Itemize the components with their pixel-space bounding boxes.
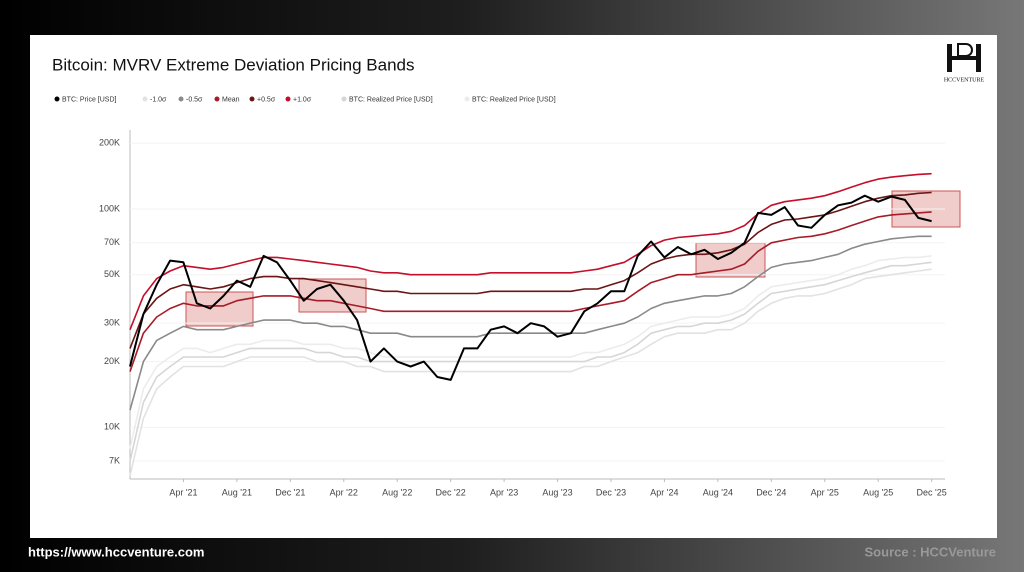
x-tick-label: Aug '21 bbox=[222, 487, 252, 497]
series-line bbox=[129, 211, 932, 372]
legend-label: +1.0σ bbox=[293, 96, 312, 103]
highlight-box bbox=[695, 242, 766, 278]
x-tick-label: Aug '22 bbox=[382, 487, 412, 497]
legend-swatch bbox=[464, 96, 470, 102]
logo-mark bbox=[947, 56, 981, 60]
logo-text: HCCVENTURE bbox=[944, 77, 985, 83]
series-line bbox=[129, 261, 932, 462]
x-tick-label: Dec '21 bbox=[275, 487, 305, 497]
legend-item: +1.0σ bbox=[285, 96, 312, 103]
footer-url: https://www.hccventure.com bbox=[28, 544, 205, 559]
legend-swatch bbox=[178, 96, 184, 102]
legend-item: -1.0σ bbox=[142, 96, 167, 103]
series-line bbox=[129, 194, 932, 381]
legend-label: -0.5σ bbox=[186, 96, 203, 103]
y-tick-label: 7K bbox=[109, 456, 120, 466]
legend-swatch bbox=[249, 96, 255, 102]
x-tick-label: Apr '23 bbox=[490, 487, 518, 497]
legend-swatch bbox=[54, 96, 60, 102]
series-line bbox=[129, 191, 932, 349]
highlight-boxes bbox=[185, 190, 961, 327]
x-tick-label: Aug '23 bbox=[542, 487, 572, 497]
legend-label: +0.5σ bbox=[257, 96, 276, 103]
legend-item: BTC: Realized Price [USD] bbox=[341, 96, 433, 103]
legend-item: +0.5σ bbox=[249, 96, 276, 103]
y-tick-label: 50K bbox=[104, 269, 120, 279]
logo-mark bbox=[957, 43, 973, 57]
legend-item: BTC: Price [USD] bbox=[54, 96, 117, 103]
legend-item: Mean bbox=[214, 96, 240, 103]
x-tick-label: Aug '25 bbox=[863, 487, 893, 497]
series-line bbox=[129, 268, 932, 476]
legend-label: BTC: Realized Price [USD] bbox=[472, 96, 556, 103]
legend-item: -0.5σ bbox=[178, 96, 203, 103]
series-line bbox=[129, 255, 932, 449]
y-tick-label: 30K bbox=[104, 318, 120, 328]
legend-label: Mean bbox=[222, 96, 240, 103]
x-tick-label: Dec '23 bbox=[596, 487, 626, 497]
x-tick-label: Aug '24 bbox=[703, 487, 733, 497]
y-tick-label: 10K bbox=[104, 422, 120, 432]
legend-label: -1.0σ bbox=[150, 96, 167, 103]
card bbox=[30, 35, 997, 538]
y-tick-label: 20K bbox=[104, 356, 120, 366]
legend-item: BTC: Realized Price [USD] bbox=[464, 96, 556, 103]
x-tick-label: Apr '22 bbox=[330, 487, 358, 497]
x-tick-label: Dec '25 bbox=[917, 487, 947, 497]
legend-swatch bbox=[142, 96, 148, 102]
x-tick-label: Dec '24 bbox=[756, 487, 786, 497]
legend-swatch bbox=[285, 96, 291, 102]
footer-source: Source : HCCVenture bbox=[865, 544, 996, 559]
chart-title: Bitcoin: MVRV Extreme Deviation Pricing … bbox=[52, 55, 415, 74]
logo: HCCVENTURE bbox=[944, 43, 985, 83]
legend-label: BTC: Price [USD] bbox=[62, 96, 117, 103]
y-tick-label: 100K bbox=[99, 203, 120, 213]
y-tick-label: 70K bbox=[104, 237, 120, 247]
x-tick-label: Apr '25 bbox=[811, 487, 839, 497]
series-line bbox=[129, 235, 932, 411]
legend-swatch bbox=[214, 96, 220, 102]
x-tick-label: Apr '21 bbox=[169, 487, 197, 497]
legend-label: BTC: Realized Price [USD] bbox=[349, 96, 433, 103]
legend-swatch bbox=[341, 96, 347, 102]
x-tick-label: Apr '24 bbox=[650, 487, 678, 497]
highlight-box bbox=[185, 291, 254, 327]
y-tick-label: 200K bbox=[99, 138, 120, 148]
x-tick-label: Dec '22 bbox=[436, 487, 466, 497]
